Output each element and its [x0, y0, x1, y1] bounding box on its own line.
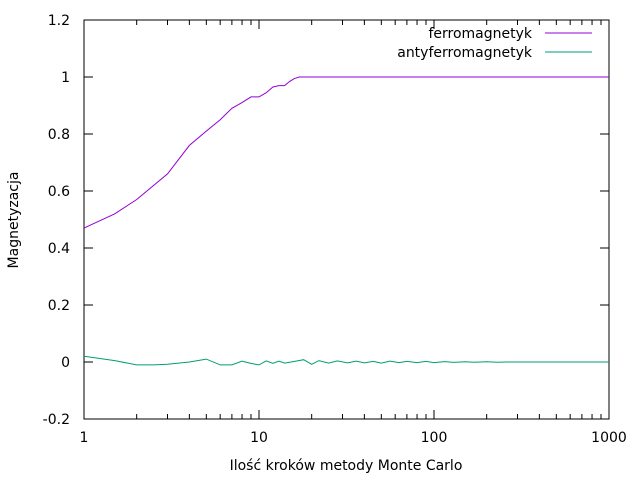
ticks: [83, 19, 610, 420]
x-axis-label: Ilość kroków metody Monte Carlo: [230, 458, 463, 474]
y-axis-label: Magnetyzacja: [6, 172, 22, 269]
x-tick-label: 1000: [591, 430, 627, 446]
y-tick-label: 0.2: [48, 298, 70, 314]
legend: ferromagnetyk antyferromagnetyk: [397, 26, 592, 61]
y-tick-label: 0.6: [48, 184, 70, 200]
tick-labels: -0.2 0 0.2 0.4 0.6 0.8 1 1.2 1 10 100 1000: [43, 13, 627, 446]
legend-label-0: ferromagnetyk: [428, 26, 532, 42]
y-tick-label: 0.4: [48, 241, 70, 257]
x-tick-label: 10: [250, 430, 268, 446]
y-tick-label: 0.8: [48, 127, 70, 143]
y-tick-label: -0.2: [43, 412, 70, 428]
plot-frame: [83, 19, 610, 420]
y-tick-label: 0: [61, 355, 70, 371]
series-lines: [83, 76, 609, 366]
x-tick-label: 1: [80, 430, 89, 446]
legend-label-1: antyferromagnetyk: [397, 45, 533, 61]
series-line-1: [83, 355, 609, 366]
y-tick-label: 1.2: [48, 13, 70, 29]
y-tick-label: 1: [61, 70, 70, 86]
x-tick-label: 100: [421, 430, 448, 446]
series-line-0: [83, 76, 609, 229]
